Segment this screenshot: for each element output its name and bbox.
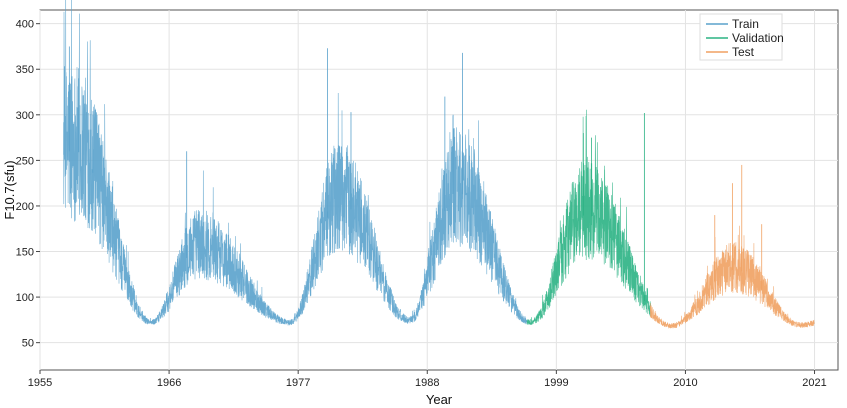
legend-label: Train: [732, 17, 759, 31]
x-tick-label: 1999: [544, 377, 568, 389]
y-axis: 50 100 150 200 250 300 350 400: [16, 19, 40, 350]
x-tick-label: 1955: [28, 377, 52, 389]
x-tick-label: 1988: [415, 377, 439, 389]
series-line: [526, 109, 651, 325]
y-tick-label: 150: [16, 247, 34, 259]
y-tick-label: 250: [16, 155, 34, 167]
series-layer: [63, 0, 815, 329]
x-tick-label: 1977: [286, 377, 310, 389]
y-tick-label: 100: [16, 292, 34, 304]
plot-area: [39, 9, 839, 371]
y-axis-title: F10.7(sfu): [2, 160, 17, 219]
grid: [39, 10, 838, 370]
series-train: [63, 0, 528, 326]
legend-label: Validation: [732, 31, 784, 45]
y-tick-label: 300: [16, 110, 34, 122]
series-line: [649, 225, 815, 329]
x-axis: 1955 1966 1977 1988 1999 2010 2021: [28, 370, 827, 389]
y-tick-label: 50: [22, 338, 34, 350]
x-tick-label: 2021: [802, 377, 826, 389]
legend-label: Test: [732, 45, 755, 59]
x-tick-label: 2010: [673, 377, 697, 389]
y-tick-label: 350: [16, 64, 34, 76]
x-tick-label: 1966: [157, 377, 181, 389]
y-tick-label: 400: [16, 19, 34, 31]
y-tick-label: 200: [16, 201, 34, 213]
series-validation: [526, 109, 651, 325]
series-test: [649, 164, 815, 329]
x-axis-title: Year: [426, 392, 453, 407]
series-line: [63, 0, 528, 326]
